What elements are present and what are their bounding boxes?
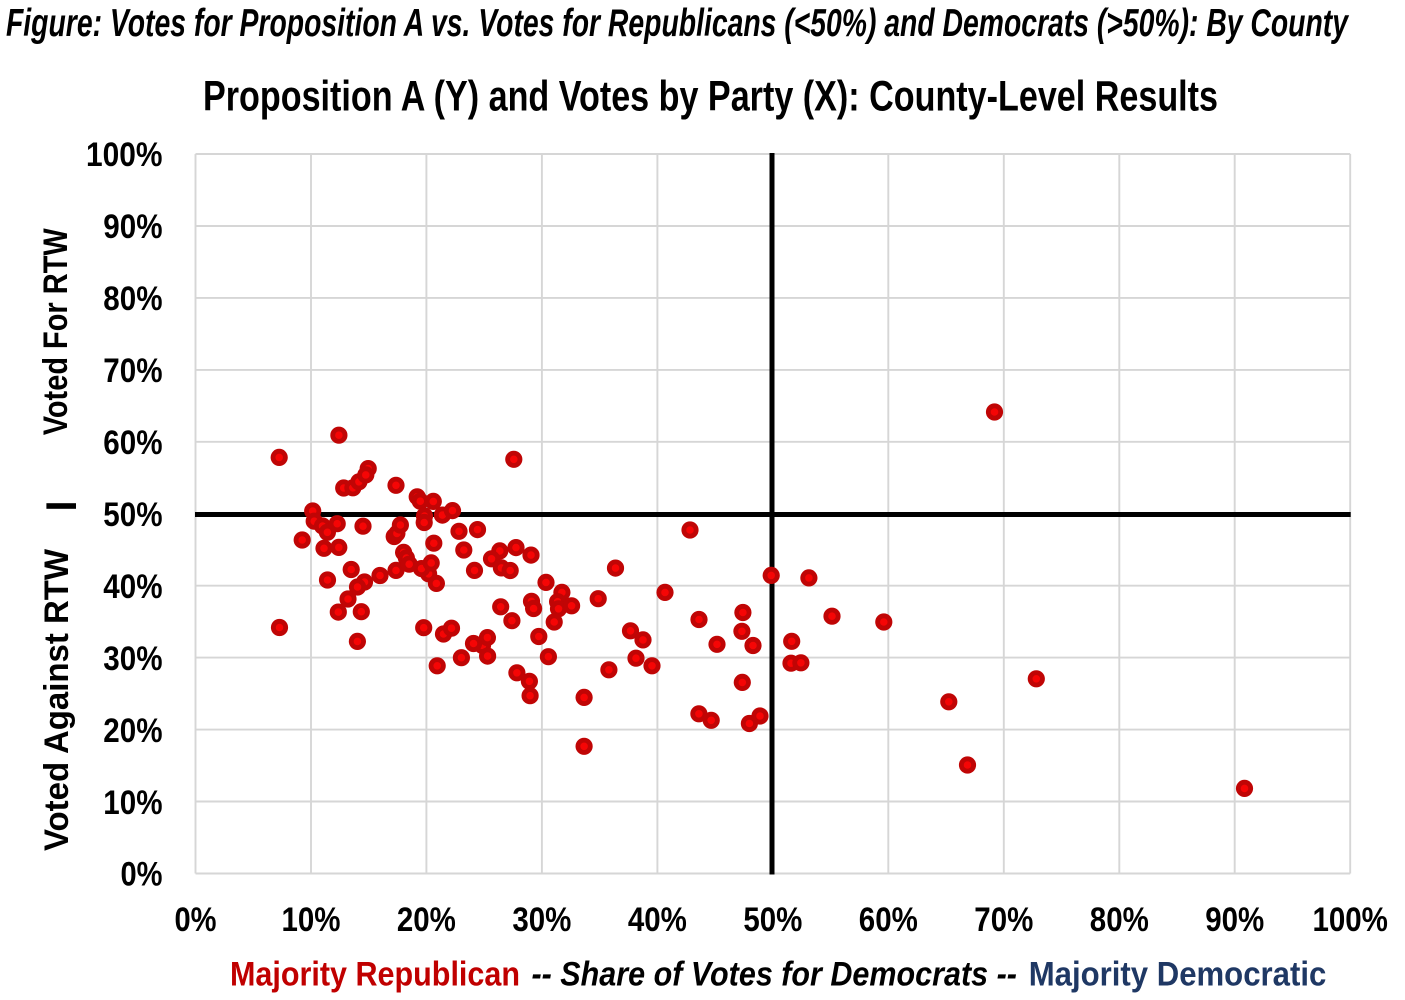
svg-text:0%: 0%: [175, 901, 217, 939]
svg-text:70%: 70%: [974, 901, 1033, 939]
svg-text:50%: 50%: [743, 901, 802, 939]
svg-text:40%: 40%: [628, 901, 687, 939]
svg-text:10%: 10%: [282, 901, 341, 939]
svg-text:90%: 90%: [1205, 901, 1264, 939]
svg-text:80%: 80%: [1090, 901, 1149, 939]
svg-text:20%: 20%: [103, 712, 162, 750]
svg-text:80%: 80%: [103, 280, 162, 318]
svg-text:Figure: Votes for Proposition: Figure: Votes for Proposition A vs. Vote…: [6, 2, 1350, 45]
svg-text:Majority Republican: Majority Republican: [230, 955, 520, 993]
svg-text:-- Share of Votes for Democrat: -- Share of Votes for Democrats --: [532, 955, 1017, 993]
svg-text:90%: 90%: [103, 208, 162, 246]
svg-text:20%: 20%: [397, 901, 456, 939]
svg-text:60%: 60%: [103, 424, 162, 462]
svg-text:30%: 30%: [512, 901, 571, 939]
svg-text:40%: 40%: [103, 568, 162, 606]
svg-text:100%: 100%: [1312, 901, 1388, 939]
svg-text:Proposition A (Y) and Votes by: Proposition A (Y) and Votes by Party (X)…: [203, 73, 1218, 121]
svg-text:10%: 10%: [103, 784, 162, 822]
svg-text:100%: 100%: [86, 136, 163, 174]
svg-text:50%: 50%: [103, 496, 162, 534]
svg-text:30%: 30%: [103, 640, 162, 678]
svg-text:0%: 0%: [121, 856, 163, 894]
svg-text:70%: 70%: [103, 352, 162, 390]
svg-text:60%: 60%: [859, 901, 918, 939]
svg-text:Voted Against RTW: Voted Against RTW: [38, 548, 76, 851]
svg-text:Majority Democratic: Majority Democratic: [1029, 955, 1327, 993]
svg-text:Voted For RTW: Voted For RTW: [37, 228, 75, 436]
